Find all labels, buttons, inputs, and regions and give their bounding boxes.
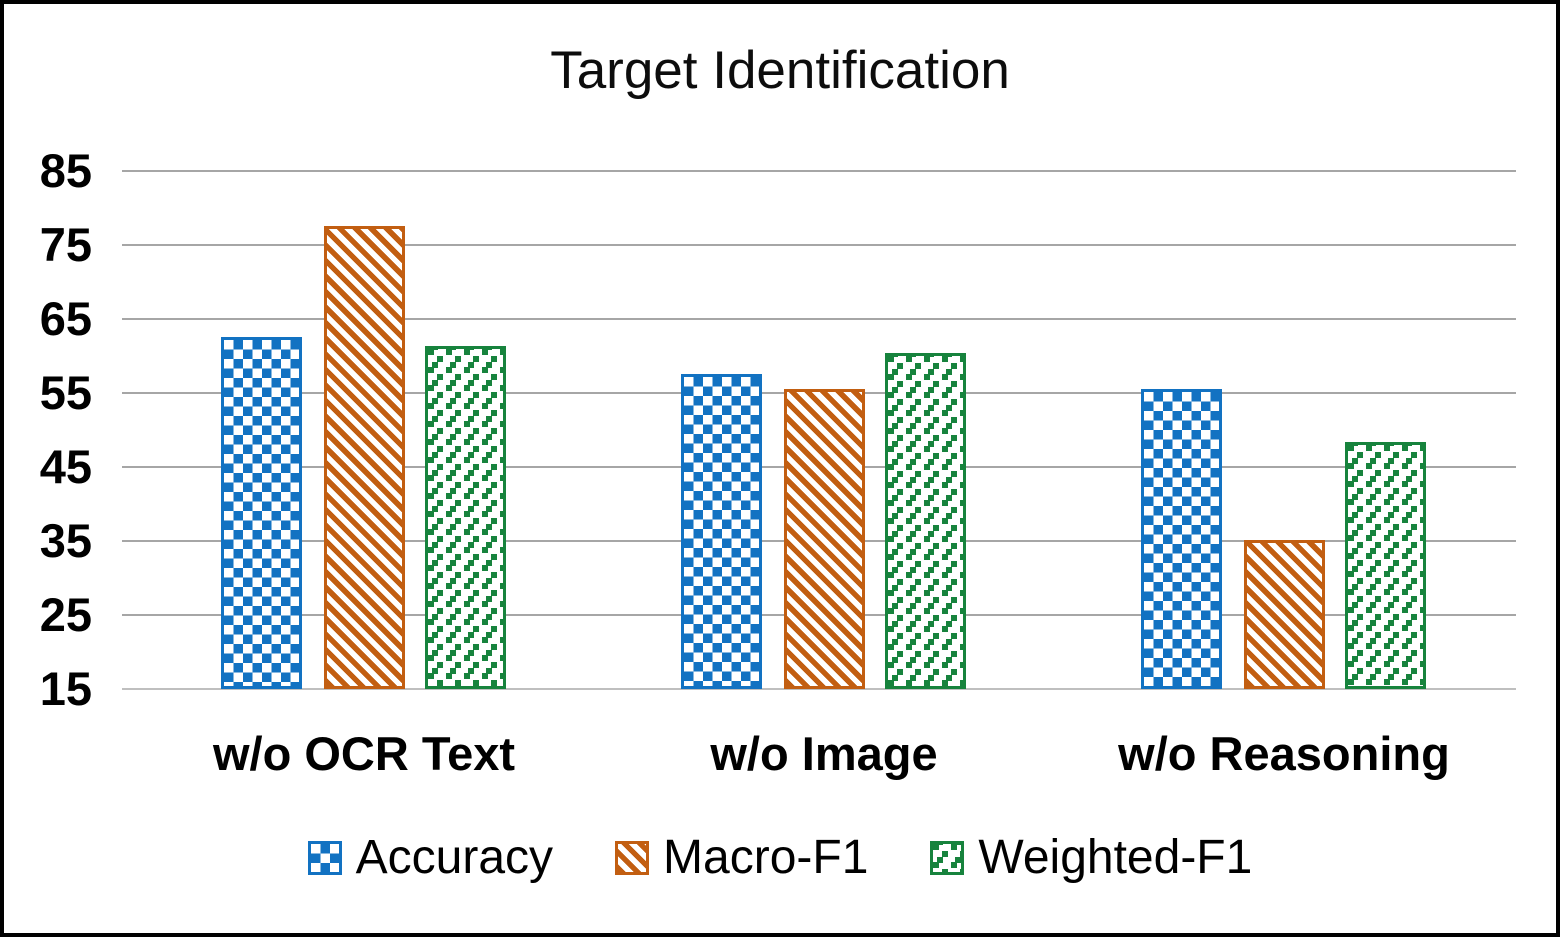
legend-label-accuracy: Accuracy	[355, 831, 554, 884]
bar-weighted-f1-2	[885, 353, 966, 689]
category-label-3: w/o Reasoning	[1118, 727, 1450, 780]
category-label-1: w/o OCR Text	[212, 727, 516, 780]
legend-label-macro-f1: Macro-F1	[663, 831, 869, 884]
legend-swatch-macro-f1	[615, 841, 650, 875]
bar-accuracy-2	[681, 374, 762, 689]
gridline-15	[122, 688, 1516, 690]
category-label-2: w/o Image	[710, 727, 938, 780]
gridline-85	[122, 170, 1516, 172]
y-tick-label-85: 85	[39, 144, 92, 197]
legend-item-macro-f1: Macro-F1	[615, 834, 868, 882]
legend: Accuracy Macro-F1 Weighted-F1	[4, 834, 1556, 882]
legend-label-weighted-f1: Weighted-F1	[978, 831, 1253, 884]
y-tick-label-25: 25	[39, 588, 92, 641]
y-tick-label-45: 45	[39, 440, 92, 493]
y-tick-label-65: 65	[39, 292, 92, 345]
bar-weighted-f1-3	[1345, 442, 1426, 689]
y-tick-label-15: 15	[39, 662, 92, 715]
chart-title: Target Identification	[550, 41, 1010, 100]
bar-weighted-f1-1	[425, 346, 506, 689]
bar-macro-f1-3	[1243, 540, 1325, 689]
legend-item-accuracy: Accuracy	[307, 831, 554, 884]
bar-accuracy-1	[221, 337, 302, 689]
legend-swatch-weighted-f1	[930, 841, 965, 875]
bar-accuracy-3	[1141, 389, 1222, 689]
legend-item-weighted-f1: Weighted-F1	[930, 834, 1252, 882]
y-tick-label-35: 35	[39, 514, 92, 567]
gridline-75	[122, 244, 1516, 246]
y-tick-label-55: 55	[39, 366, 92, 419]
y-tick-label-75: 75	[39, 218, 92, 271]
legend-swatch-accuracy	[307, 841, 342, 875]
bar-macro-f1-1	[323, 226, 405, 689]
gridline-65	[122, 318, 1516, 320]
bar-macro-f1-2	[783, 389, 865, 689]
